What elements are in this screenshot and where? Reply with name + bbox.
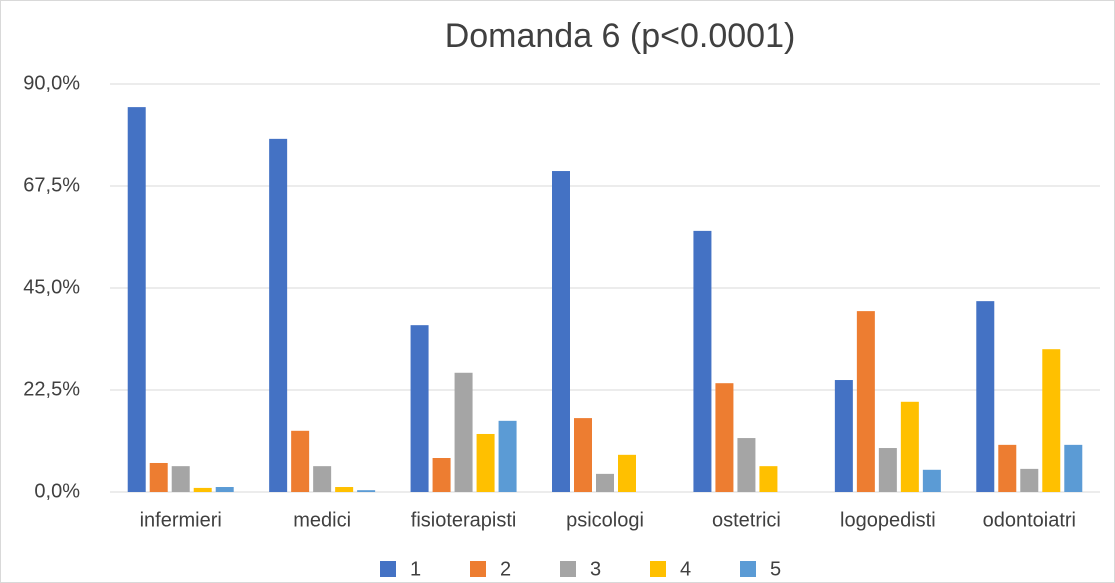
bar — [193, 487, 212, 492]
x-tick-label: psicologi — [566, 509, 644, 531]
bar — [335, 487, 354, 492]
bar — [900, 401, 919, 492]
x-tick-label: infermieri — [140, 509, 222, 531]
x-tick-label: fisioterapisti — [411, 509, 517, 531]
x-tick-label: odontoiatri — [983, 509, 1076, 531]
bar — [215, 487, 234, 492]
bar — [759, 466, 778, 492]
chart-title: Domanda 6 (p<0.0001) — [445, 17, 796, 55]
bar — [618, 454, 636, 492]
legend-label: 1 — [410, 558, 421, 580]
legend-label: 5 — [770, 558, 781, 580]
bar — [149, 462, 168, 492]
legend-swatch — [650, 561, 666, 577]
bar — [878, 448, 897, 492]
bar — [922, 469, 941, 492]
bar — [834, 380, 853, 492]
legend-swatch — [470, 561, 486, 577]
bar — [127, 107, 146, 493]
bar — [856, 311, 875, 492]
bar — [498, 420, 517, 492]
legend-swatch — [380, 561, 396, 577]
bar — [693, 230, 712, 492]
bar — [313, 466, 332, 492]
bar — [552, 171, 570, 493]
bar — [171, 466, 190, 492]
bar — [998, 444, 1017, 492]
x-tick-label: logopedisti — [840, 509, 936, 531]
legend-label: 3 — [590, 558, 601, 580]
y-tick-label: 90,0% — [23, 72, 80, 94]
bar — [410, 325, 429, 492]
bar — [715, 383, 734, 492]
x-tick-label: medici — [293, 509, 351, 531]
bar — [291, 430, 310, 492]
y-tick-label: 0,0% — [34, 480, 80, 502]
bar — [976, 301, 995, 492]
bar — [596, 473, 614, 492]
bar — [1042, 349, 1061, 492]
bar — [1020, 468, 1039, 492]
legend-label: 4 — [680, 558, 691, 580]
x-tick-label: ostetrici — [712, 509, 781, 531]
bar — [574, 418, 592, 492]
legend-swatch — [740, 561, 756, 577]
bar — [737, 438, 756, 492]
bar — [432, 458, 451, 492]
bar — [1064, 444, 1083, 492]
legend-label: 2 — [500, 558, 511, 580]
bar — [476, 433, 495, 492]
bar — [269, 138, 288, 492]
legend-swatch — [560, 561, 576, 577]
y-tick-label: 22,5% — [23, 378, 80, 400]
bar — [357, 490, 376, 492]
y-tick-label: 67,5% — [23, 174, 80, 196]
bar — [454, 372, 473, 492]
y-tick-label: 45,0% — [23, 276, 80, 298]
